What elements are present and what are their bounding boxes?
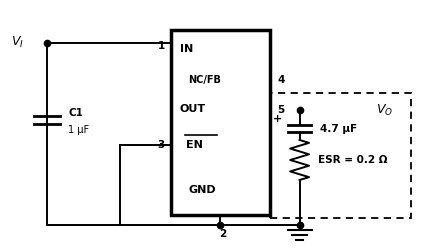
Text: 1: 1 (158, 41, 165, 51)
Text: C1: C1 (68, 108, 83, 118)
Text: 5: 5 (277, 105, 285, 115)
Text: 1 μF: 1 μF (68, 125, 89, 135)
Text: NC/FB: NC/FB (188, 75, 221, 85)
Text: ESR = 0.2 Ω: ESR = 0.2 Ω (318, 155, 387, 165)
Text: +: + (273, 114, 282, 124)
Text: OUT: OUT (180, 104, 206, 114)
Text: $V_I$: $V_I$ (11, 35, 24, 50)
Bar (270, 92, 411, 218)
Text: 4: 4 (277, 75, 285, 85)
Bar (171, 30, 270, 215)
Text: 4.7 μF: 4.7 μF (320, 124, 357, 134)
Text: GND: GND (188, 185, 216, 195)
Text: $V_O$: $V_O$ (376, 102, 393, 118)
Text: 3: 3 (158, 140, 165, 150)
Text: 2: 2 (219, 229, 226, 239)
Text: IN: IN (180, 44, 193, 54)
Text: EN: EN (186, 140, 203, 150)
